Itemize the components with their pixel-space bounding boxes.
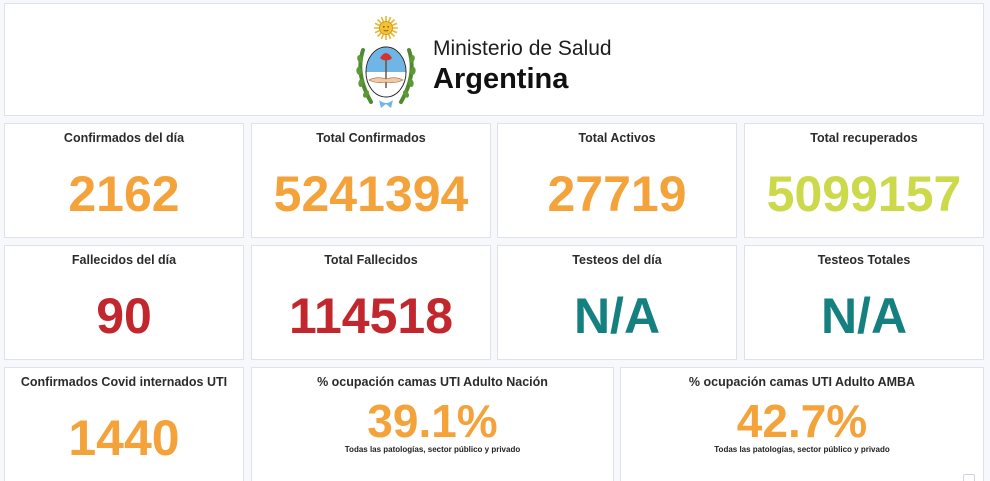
card-value: 114518 <box>288 288 454 344</box>
ministry-brand: Ministerio de Salud Argentina <box>353 14 612 112</box>
card-title: Testeos del día <box>572 253 662 267</box>
card-value: 42.7% <box>736 395 868 447</box>
stat-card-deaths-day: Fallecidos del día 90 <box>4 245 244 360</box>
card-title: Testeos Totales <box>817 253 911 267</box>
card-title: Confirmados Covid internados UTI <box>20 375 228 389</box>
stat-card-icu-occupancy-amba: % ocupación camas UTI Adulto AMBA 42.7% … <box>620 367 984 481</box>
card-title: Total Fallecidos <box>324 253 418 267</box>
country-name: Argentina <box>433 63 569 95</box>
card-value: N/A <box>573 288 661 344</box>
stat-card-icu-covid: Confirmados Covid internados UTI 1440 <box>4 367 244 481</box>
stat-card-total-recovered: Total recuperados 5099157 <box>744 123 984 238</box>
ministry-name: Ministerio de Salud Argentina <box>433 32 612 94</box>
card-value: 5241394 <box>273 166 469 222</box>
card-title: Total recuperados <box>810 131 918 145</box>
stat-card-confirmed-day: Confirmados del día 2162 <box>4 123 244 238</box>
resize-handle-icon[interactable] <box>963 474 975 481</box>
stat-card-tests-day: Testeos del día N/A <box>497 245 737 360</box>
card-value: 1440 <box>68 410 180 466</box>
stat-card-total-tests: Testeos Totales N/A <box>744 245 984 360</box>
ministry-title: Ministerio de Salud <box>433 37 612 60</box>
card-value: N/A <box>820 288 908 344</box>
card-note: Todas las patologías, sector público y p… <box>714 445 890 454</box>
card-value: 27719 <box>547 166 687 222</box>
card-value: 90 <box>96 288 152 344</box>
card-title: Fallecidos del día <box>71 253 177 267</box>
stat-card-total-active: Total Activos 27719 <box>497 123 737 238</box>
coat-of-arms-icon <box>356 16 416 108</box>
card-title: Confirmados del día <box>63 131 185 145</box>
header-panel: Ministerio de Salud Argentina <box>4 3 984 116</box>
card-title: Total Confirmados <box>316 131 426 145</box>
card-title: Total Activos <box>578 131 656 145</box>
card-value: 39.1% <box>367 395 498 447</box>
card-value: 5099157 <box>766 166 962 222</box>
stat-card-icu-occupancy-nation: % ocupación camas UTI Adulto Nación 39.1… <box>251 367 614 481</box>
card-title: % ocupación camas UTI Adulto Nación <box>317 375 548 389</box>
stat-card-total-confirmed: Total Confirmados 5241394 <box>251 123 491 238</box>
stat-card-total-deaths: Total Fallecidos 114518 <box>251 245 491 360</box>
card-note: Todas las patologías, sector público y p… <box>344 445 521 454</box>
card-value: 2162 <box>68 166 180 222</box>
card-title: % ocupación camas UTI Adulto AMBA <box>688 375 916 389</box>
